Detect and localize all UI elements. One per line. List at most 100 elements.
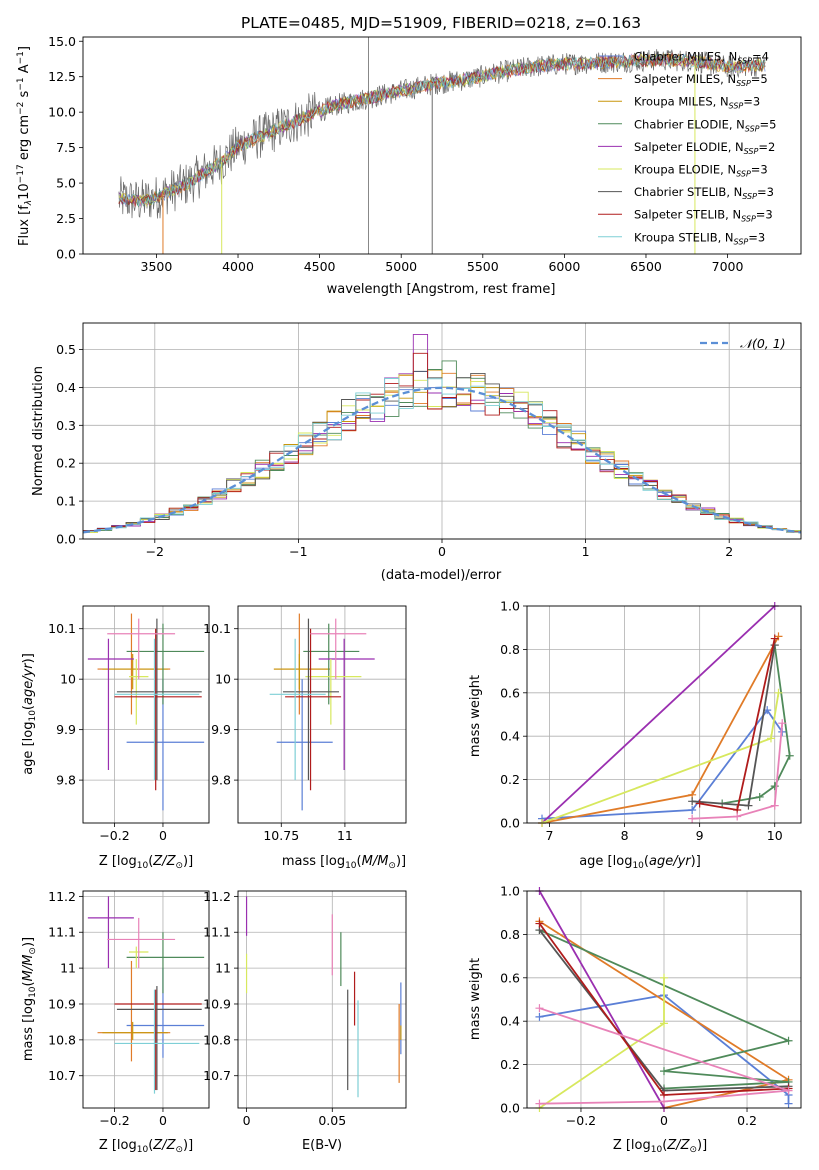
y-tick-label: 15.0 bbox=[48, 34, 76, 49]
mass-vs-metallicity-panel: −0.2 0 10.7 10.8 10.9 11 11.1 11.2 bbox=[48, 889, 210, 1128]
p3-xlabel: Z [log10(Z/Z⊙)] bbox=[99, 854, 193, 871]
axes-frame bbox=[82, 605, 210, 824]
x-tick-label: −0.2 bbox=[566, 1113, 596, 1128]
y-tick-label: 0.1 bbox=[56, 494, 76, 509]
x-tick-label: −2 bbox=[146, 544, 164, 559]
legend-subscript: SSP bbox=[745, 124, 760, 133]
legend-subscript: SSP bbox=[744, 147, 759, 156]
y-tick-label: 10.9 bbox=[203, 996, 231, 1011]
mass-weight-marker bbox=[784, 1036, 793, 1045]
axes-frame bbox=[526, 605, 802, 824]
axes-frame bbox=[237, 890, 407, 1109]
x-tick-label: 0 bbox=[159, 828, 167, 843]
y-tick-label: 10.8 bbox=[48, 1032, 76, 1047]
x-tick-label: 7000 bbox=[712, 259, 744, 274]
y-tick-label: 0.4 bbox=[500, 729, 520, 744]
x-tick-label: 4000 bbox=[222, 259, 254, 274]
mass-weight-marker bbox=[660, 1097, 668, 1106]
mass-weight-line bbox=[541, 605, 776, 824]
y-tick-label: 10 bbox=[215, 672, 231, 687]
model-spectrum-line bbox=[118, 52, 766, 207]
legend-subscript: SSP bbox=[737, 57, 752, 66]
x-tick-label: 4500 bbox=[304, 259, 336, 274]
p6-ylabel: mass [log10(M/M⊙)] bbox=[21, 937, 38, 1061]
legend-subscript: SSP bbox=[736, 170, 751, 179]
y-tick-label: 10.7 bbox=[203, 1068, 231, 1083]
axes-frame bbox=[82, 36, 802, 255]
legend-label: Salpeter STELIB, NSSP=3 bbox=[634, 208, 773, 224]
mass-weight-marker bbox=[774, 688, 783, 697]
mass-weight-marker bbox=[660, 1067, 668, 1076]
model-spectrum-line bbox=[118, 52, 766, 207]
x-tick-label: 0 bbox=[243, 1113, 251, 1128]
mass-weight-line bbox=[539, 1007, 789, 1105]
y-tick-label: 0.2 bbox=[500, 1057, 520, 1072]
x-tick-label: 6000 bbox=[548, 259, 580, 274]
p5-ylabel: mass weight bbox=[468, 675, 483, 757]
x-tick-label: 0 bbox=[438, 544, 446, 559]
x-tick-label: 11 bbox=[337, 828, 353, 843]
mass-weight-marker bbox=[688, 797, 697, 806]
y-tick-label: 11.1 bbox=[48, 925, 76, 940]
axes-frame bbox=[82, 322, 802, 540]
y-tick-label: 0.3 bbox=[56, 418, 76, 433]
y-tick-label: 1.0 bbox=[500, 884, 520, 899]
y-tick-label: 0.4 bbox=[56, 380, 76, 395]
p3-ylabel: age [log10(age/yr)] bbox=[21, 653, 38, 775]
mass-weight-marker bbox=[784, 1086, 793, 1095]
mass-weight-marker bbox=[660, 973, 668, 982]
p8-xlabel: Z [log10(Z/Z⊙)] bbox=[613, 1138, 707, 1155]
y-tick-label: 9.8 bbox=[56, 773, 76, 788]
massweight-vs-metallicity-panel: −0.2 0 0.2 0.0 0.2 0.4 0.6 0.8 1.0 bbox=[500, 884, 802, 1128]
histogram-xlabel: (data-model)/error bbox=[381, 568, 502, 583]
y-tick-label: 0.0 bbox=[56, 532, 76, 547]
model-spectrum-line bbox=[118, 53, 766, 208]
spectrum-panel: 3500 4000 4500 5000 5500 6000 6500 7000 0.0 2.5 5.… bbox=[48, 34, 802, 274]
legend-label: Salpeter MILES, NSSP=5 bbox=[634, 72, 768, 88]
x-tick-label: 2 bbox=[725, 544, 733, 559]
x-tick-label: 0 bbox=[660, 1113, 668, 1128]
x-tick-label: 5500 bbox=[467, 259, 499, 274]
y-tick-label: 0.2 bbox=[500, 772, 520, 787]
x-tick-label: −0.2 bbox=[99, 1113, 129, 1128]
legend-value: =3 bbox=[751, 163, 768, 177]
y-tick-label: 11.2 bbox=[203, 889, 231, 904]
model-spectrum-line bbox=[118, 54, 766, 206]
y-tick-label: 10 bbox=[60, 672, 76, 687]
mass-weight-marker bbox=[535, 1004, 544, 1013]
legend-label: Kroupa ELODIE, NSSP=3 bbox=[634, 163, 768, 179]
mass-vs-ebv-panel: 0 0.05 10.7 10.8 10.9 11 11.1 11.2 bbox=[203, 889, 407, 1128]
massweight-vs-age-panel: 7 8 9 10 0.0 0.2 0.4 0.6 0.8 1.0 bbox=[500, 599, 802, 843]
mass-weight-marker bbox=[785, 751, 794, 760]
y-tick-label: 0.0 bbox=[500, 816, 520, 831]
axes-frame bbox=[237, 605, 407, 824]
legend-value: =5 bbox=[751, 72, 768, 86]
y-tick-label: 9.9 bbox=[56, 722, 76, 737]
y-tick-label: 9.9 bbox=[211, 722, 231, 737]
y-tick-label: 0.0 bbox=[500, 1101, 520, 1116]
mass-weight-line bbox=[692, 723, 784, 820]
mass-weight-marker bbox=[695, 799, 704, 808]
mass-weight-marker bbox=[784, 1099, 793, 1108]
mass-weight-marker bbox=[770, 782, 779, 791]
x-tick-label: 0.2 bbox=[737, 1113, 757, 1128]
y-tick-label: 12.5 bbox=[48, 69, 76, 84]
y-tick-label: 2.5 bbox=[56, 211, 76, 226]
mass-weight-marker bbox=[733, 812, 742, 821]
mass-weight-line bbox=[539, 994, 790, 1104]
legend-label: 𝒩(0, 1) bbox=[740, 336, 786, 351]
y-tick-label: 10.7 bbox=[48, 1068, 76, 1083]
y-tick-label: 0.4 bbox=[500, 1014, 520, 1029]
legend-subscript: SSP bbox=[736, 79, 751, 88]
p7-xlabel: E(B-V) bbox=[302, 1138, 342, 1153]
p4-xlabel: mass [log10(M/M⊙)] bbox=[282, 854, 406, 871]
y-tick-label: 10.9 bbox=[48, 996, 76, 1011]
y-tick-label: 11 bbox=[215, 961, 231, 976]
mass-weight-marker bbox=[535, 1099, 544, 1108]
mass-weight-marker bbox=[535, 1012, 544, 1021]
legend-value: =2 bbox=[758, 140, 775, 154]
histogram-step-line bbox=[83, 378, 801, 535]
axes-frame bbox=[526, 890, 802, 1109]
x-tick-label: 8 bbox=[621, 828, 629, 843]
